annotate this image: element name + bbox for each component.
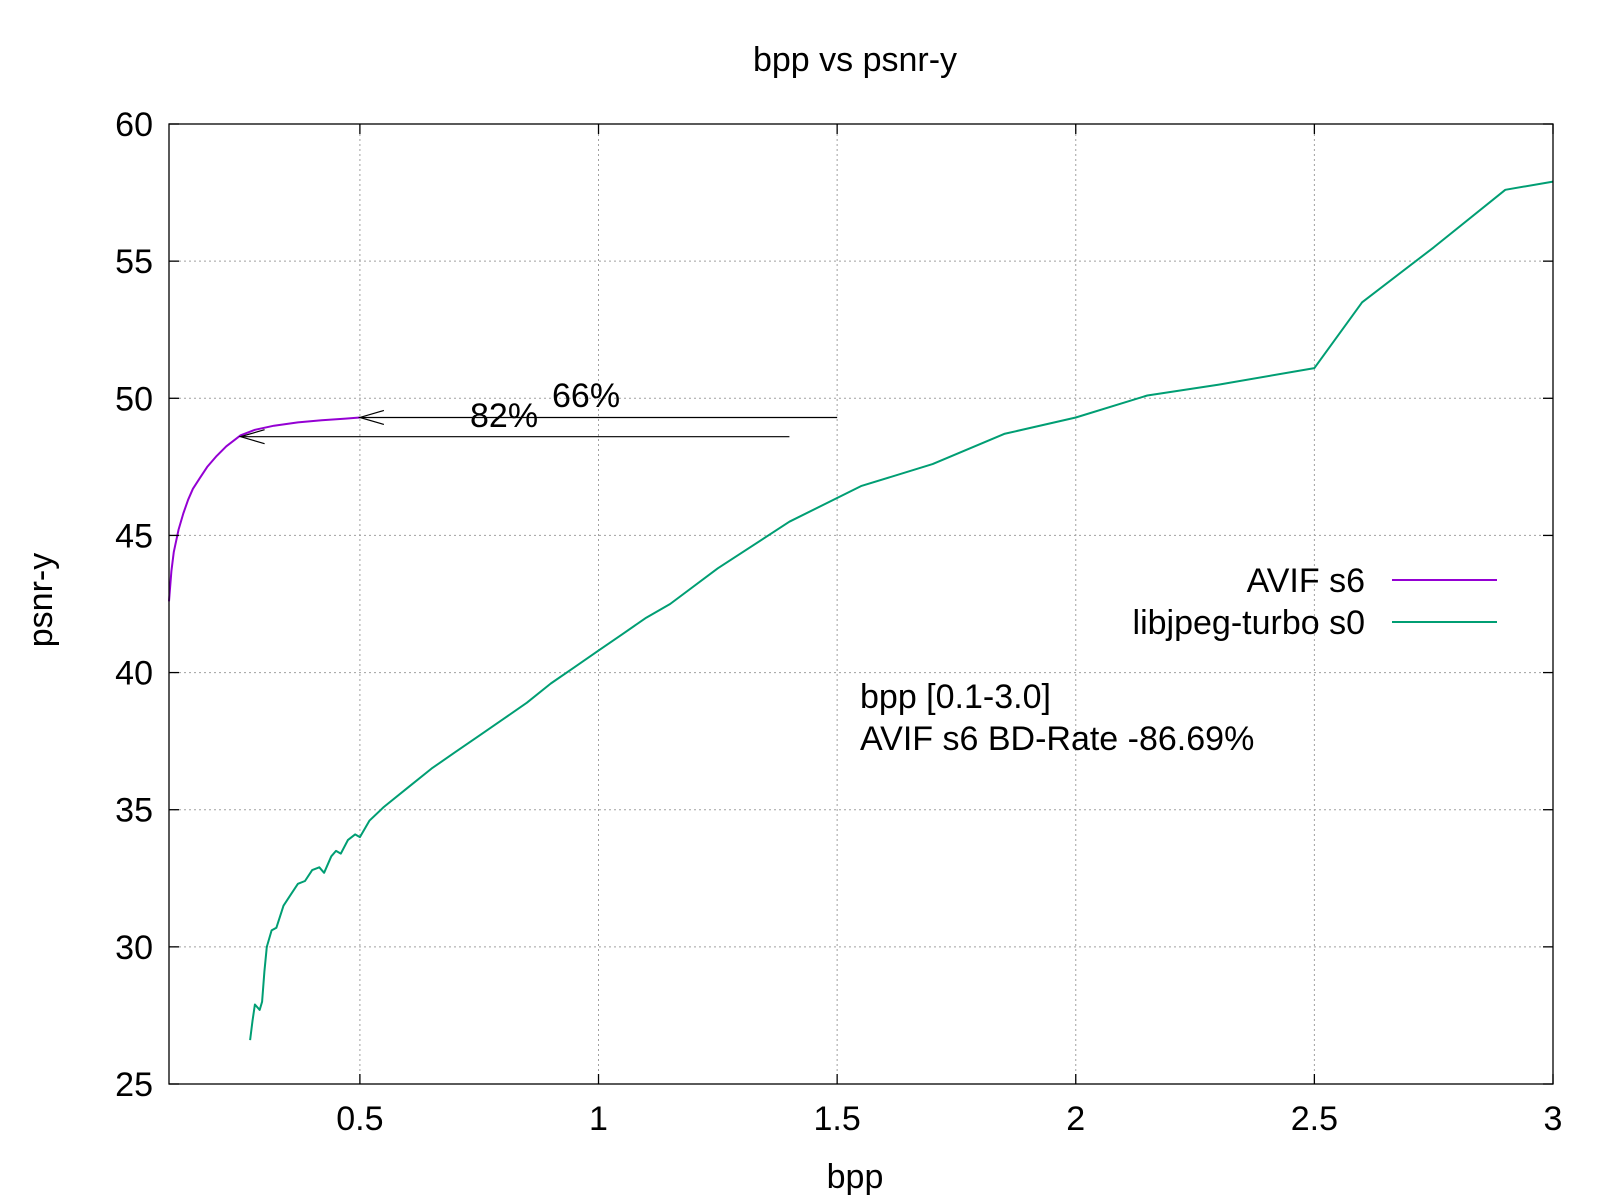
series-line-0 (168, 416, 360, 602)
plot-frame (168, 123, 1554, 1085)
series-layer (168, 180, 1554, 1041)
annotation-66-percent: 66% (552, 377, 620, 415)
legend: AVIF s6 libjpeg-turbo s0 (1133, 562, 1497, 642)
y-tick-label: 45 (115, 517, 153, 555)
annotation-82-percent: 82% (470, 397, 538, 435)
y-tick-label: 35 (115, 792, 153, 830)
bd-rate-value: AVIF s6 BD-Rate -86.69% (860, 720, 1254, 758)
bd-rate-info: bpp [0.1-3.0] AVIF s6 BD-Rate -86.69% (860, 678, 1254, 758)
tick-layer: 0.5 1 1.5 2 2.5 3 25 30 35 40 45 50 55 60 (115, 106, 1562, 1138)
x-tick-label: 2.5 (1291, 1100, 1338, 1138)
arrow-head-1 (238, 429, 265, 445)
x-tick-label: 3 (1544, 1100, 1563, 1138)
x-tick-label: 0.5 (336, 1100, 383, 1138)
arrow-head-0 (357, 409, 385, 426)
y-tick-label: 25 (115, 1066, 153, 1104)
legend-label-libjpeg: libjpeg-turbo s0 (1133, 604, 1365, 642)
x-tick-label: 1.5 (814, 1100, 861, 1138)
y-tick-label: 40 (115, 655, 153, 693)
grid-layer (169, 124, 1553, 1084)
x-axis-label: bpp (827, 1158, 884, 1196)
y-tick-label: 55 (115, 243, 153, 281)
y-tick-label: 50 (115, 380, 153, 418)
y-axis-label: psnr-y (22, 553, 60, 647)
y-tick-label: 30 (115, 929, 153, 967)
series-line-1 (249, 180, 1554, 1041)
legend-label-avif: AVIF s6 (1247, 562, 1365, 600)
bd-rate-range: bpp [0.1-3.0] (860, 678, 1051, 716)
x-tick-label: 2 (1066, 1100, 1085, 1138)
y-tick-label: 60 (115, 106, 153, 144)
x-tick-label: 1 (589, 1100, 608, 1138)
chart-title: bpp vs psnr-y (753, 41, 957, 79)
arrow-layer (238, 409, 838, 445)
